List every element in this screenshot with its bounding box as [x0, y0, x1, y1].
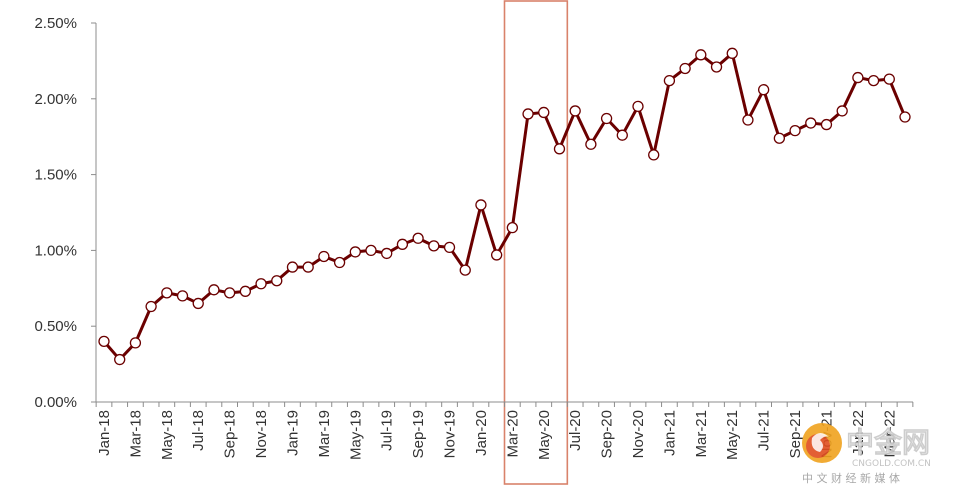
x-tick-label: Jul-21	[756, 410, 773, 451]
data-point	[663, 74, 676, 87]
data-point	[538, 106, 550, 119]
data-point	[852, 71, 864, 84]
y-tick-label: 2.50%	[34, 15, 77, 32]
data-point	[490, 249, 503, 261]
axes: 0.00% 0.50% 1.00% 1.50% 2.00% 2.50% Jan-18 Mar-…	[34, 15, 914, 460]
x-tick-label: May-20	[536, 410, 553, 460]
data-point	[506, 222, 519, 234]
data-point	[475, 199, 487, 211]
data-point	[679, 62, 691, 75]
watermark-domain: CNGOLD.COM.CN	[852, 459, 931, 469]
data-point	[836, 105, 848, 117]
data-point	[98, 335, 110, 348]
data-point	[255, 278, 267, 290]
y-tick-label: 0.00%	[34, 394, 77, 411]
x-tick-label: Sep-20	[599, 410, 616, 458]
data-point	[522, 108, 534, 120]
data-point	[553, 143, 566, 155]
series-line	[102, 51, 907, 362]
x-tick-label: Nov-18	[253, 410, 270, 458]
data-point	[899, 111, 911, 123]
x-tick-label: Nov-20	[630, 410, 647, 458]
data-point	[145, 300, 157, 313]
x-tick-label: Sep-19	[410, 410, 427, 458]
data-point	[271, 275, 283, 287]
y-tick-label: 2.00%	[34, 91, 77, 108]
data-point	[208, 284, 220, 296]
x-tick-label: Sep-21	[787, 410, 804, 458]
data-point	[883, 73, 895, 85]
x-tick-label: Mar-18	[127, 410, 144, 458]
data-point	[632, 100, 644, 113]
data-point	[757, 84, 770, 96]
data-point	[726, 47, 738, 59]
data-point	[648, 149, 660, 161]
x-tick-label: May-19	[347, 410, 364, 460]
x-tick-label: Nov-19	[442, 410, 459, 458]
x-tick-label: Mar-22	[881, 410, 898, 458]
data-point	[286, 261, 299, 273]
data-point	[161, 287, 173, 299]
x-tick-label: May-21	[724, 410, 741, 460]
data-point	[616, 129, 628, 141]
x-tick-label: Jan-21	[661, 410, 678, 456]
data-point	[223, 287, 236, 299]
data-point	[396, 238, 409, 250]
x-tick-label: Jan-22	[850, 410, 867, 456]
data-point	[114, 353, 126, 366]
x-tick-label: Mar-21	[693, 410, 710, 458]
data-point	[820, 118, 833, 131]
x-tick-label: Mar-20	[504, 410, 521, 458]
data-point	[333, 256, 346, 269]
x-tick-label: Jul-20	[567, 410, 584, 451]
x-tick-label: Jul-18	[190, 410, 207, 451]
data-point	[569, 105, 581, 117]
y-tick-label: 1.50%	[34, 167, 77, 184]
data-point	[710, 61, 723, 73]
data-point	[129, 337, 142, 349]
data-point	[365, 244, 377, 257]
x-tick-label: Jan-20	[473, 410, 490, 456]
data-point	[176, 290, 189, 302]
data-point	[302, 261, 314, 273]
data-point	[789, 124, 801, 137]
data-point	[192, 297, 204, 310]
data-point	[459, 264, 471, 276]
x-tick-label: May-18	[159, 410, 176, 460]
data-point	[867, 74, 880, 87]
data-point	[239, 285, 252, 297]
data-point	[695, 49, 707, 61]
x-tick-label: Mar-19	[316, 410, 333, 458]
data-point	[412, 232, 424, 244]
data-point	[600, 112, 613, 125]
data-point	[349, 246, 361, 258]
data-point	[443, 241, 456, 254]
series-layer	[98, 47, 911, 366]
y-tick-label: 0.50%	[34, 318, 77, 335]
data-point	[773, 132, 786, 144]
x-tick-label: Jan-19	[284, 410, 301, 456]
data-point	[428, 240, 440, 252]
data-point	[585, 138, 597, 150]
x-tick-label: Sep-18	[222, 410, 239, 458]
watermark-brand: 中金网	[846, 426, 930, 459]
x-tick-label: Jul-19	[379, 410, 396, 451]
cngold-logo-icon	[802, 423, 842, 463]
data-point	[318, 250, 330, 263]
data-point	[742, 114, 754, 126]
y-tick-label: 1.00%	[34, 242, 77, 259]
data-point	[805, 117, 817, 129]
watermark-tagline: 中 文 财 经 新 媒 体	[802, 471, 900, 485]
watermark: 中金网 CNGOLD.COM.CN 中 文 财 经 新 媒 体	[802, 423, 931, 485]
x-tick-label: Jan-18	[96, 410, 113, 456]
data-point	[381, 247, 393, 260]
